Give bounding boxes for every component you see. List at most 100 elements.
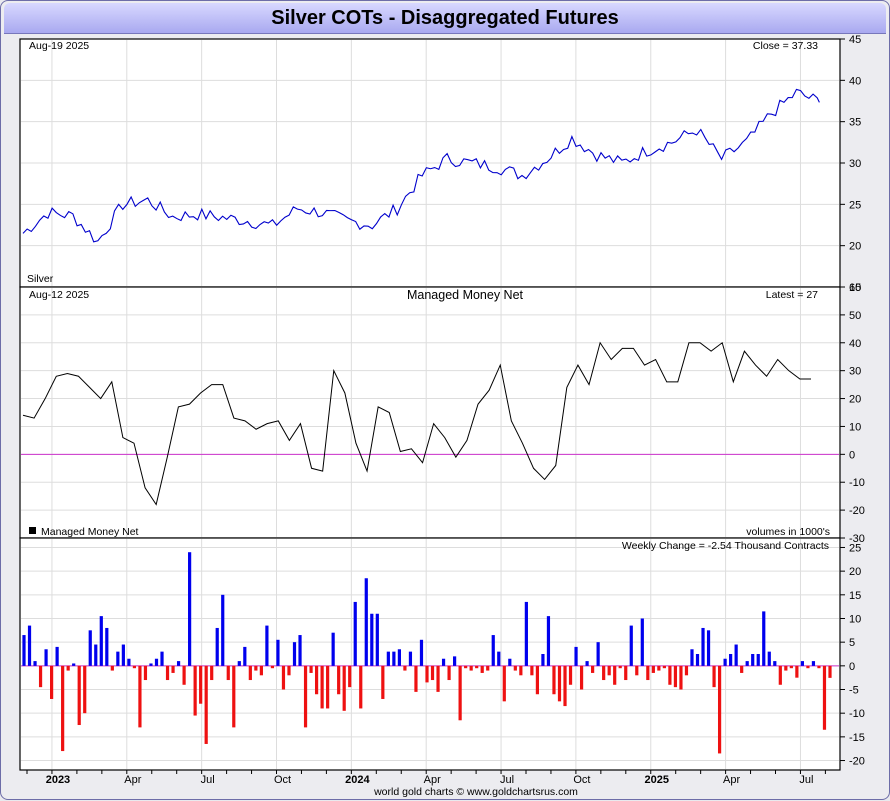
weekly-change-bar	[712, 665, 716, 688]
weekly-change-bar	[568, 665, 573, 685]
weekly-change-bar	[348, 665, 352, 688]
weekly-change-bar	[519, 665, 523, 676]
weekly-change-bar	[265, 625, 269, 666]
weekly-change-bar	[176, 661, 181, 666]
weekly-change-bar	[817, 665, 821, 669]
weekly-change-bar	[596, 642, 600, 666]
weekly-change-bar	[651, 665, 655, 673]
chart-marks	[21, 88, 839, 754]
weekly-change-bar	[298, 635, 302, 666]
y-tick-label: 45	[849, 34, 861, 46]
y-tick-label: 25	[849, 199, 861, 211]
weekly-change-bar	[717, 665, 722, 754]
weekly-change-bar	[646, 665, 650, 681]
y-tick-label: 0	[849, 449, 855, 461]
weekly-change-bar	[557, 665, 562, 702]
weekly-change-bar	[789, 665, 793, 669]
y-tick-label: 15	[849, 282, 861, 294]
price-date-label: Aug-19 2025	[29, 40, 89, 52]
legend-label: Managed Money Net	[41, 526, 139, 538]
weekly-change-bar	[359, 665, 363, 709]
y-tick-label: 5	[849, 637, 855, 649]
weekly-change-bar	[690, 649, 694, 666]
weekly-change-bar	[72, 663, 76, 666]
weekly-change-bar	[486, 665, 490, 671]
weekly-change-bar	[602, 665, 606, 681]
weekly-change-bar	[784, 665, 788, 671]
weekly-change-bar	[756, 654, 760, 666]
weekly-change-bar	[193, 665, 197, 716]
weekly-change-bar	[154, 658, 159, 666]
y-tick-label: 30	[849, 158, 861, 170]
weekly-change-bar	[342, 665, 346, 711]
weekly-change-bar	[292, 642, 297, 666]
weekly-change-bar	[182, 665, 186, 685]
weekly-change-bar	[375, 613, 379, 666]
weekly-change-bar	[563, 665, 567, 707]
weekly-change-bar	[403, 665, 407, 671]
weekly-change-bar	[199, 665, 203, 704]
weekly-change-bar	[419, 639, 424, 666]
weekly-change-bar	[414, 665, 418, 692]
x-tick-label: 2023	[46, 774, 70, 786]
weekly-change-bar	[270, 665, 275, 669]
weekly-change-bar	[441, 658, 446, 666]
weekly-change-bar	[386, 651, 390, 666]
weekly-change-bar	[160, 651, 164, 666]
x-tick-label: Apr	[723, 774, 740, 786]
x-tick-label: 2025	[645, 774, 669, 786]
weekly-change-bar	[22, 635, 26, 666]
weekly-change-bar	[121, 644, 125, 666]
y-tick-label: -5	[849, 685, 859, 697]
net-date-label: Aug-12 2025	[29, 289, 89, 301]
weekly-change-bar	[83, 665, 87, 714]
x-tick-label: Jul	[500, 774, 514, 786]
weekly-change-bar	[105, 627, 109, 666]
weekly-change-bar	[132, 665, 137, 669]
weekly-change-bar	[828, 665, 832, 678]
y-tick-label: 35	[849, 117, 861, 129]
weekly-change-bar	[513, 665, 517, 671]
weekly-change-bar	[541, 654, 545, 666]
x-tick-label: 2024	[345, 774, 370, 786]
weekly-change-bar	[210, 665, 214, 681]
weekly-change-bar	[497, 651, 501, 666]
y-tick-label: 50	[849, 310, 861, 322]
weekly-change-bar	[795, 665, 799, 678]
weekly-change-bar	[453, 656, 457, 666]
weekly-change-bar	[320, 665, 324, 709]
grid-lines	[21, 38, 845, 774]
weekly-change-bar	[226, 665, 230, 681]
weekly-change-bar	[149, 663, 153, 666]
weekly-change-bar	[767, 651, 771, 666]
weekly-change-bar	[800, 661, 804, 666]
y-tick-label: -30	[849, 533, 865, 545]
weekly-change-bar	[751, 654, 755, 666]
weekly-change-bar	[679, 665, 683, 690]
x-tick-label: Jul	[799, 774, 813, 786]
weekly-change-bar	[684, 665, 689, 676]
x-tick-label: Oct	[274, 774, 291, 786]
weekly-change-bar	[221, 594, 225, 666]
weekly-change-bar	[116, 651, 120, 666]
weekly-change-bar	[502, 665, 506, 702]
weekly-change-bar	[276, 639, 280, 666]
weekly-change-bar	[530, 665, 534, 676]
y-tick-label: 20	[849, 566, 861, 578]
y-tick-label: 10	[849, 613, 861, 625]
y-tick-label: 40	[849, 338, 861, 350]
price-close-label: Close = 37.33	[753, 40, 818, 52]
weekly-change-bar	[314, 665, 319, 695]
weekly-change-bar	[778, 665, 782, 685]
weekly-change-bar	[811, 661, 816, 666]
x-tick-label: Apr	[124, 774, 141, 786]
weekly-change-bar	[425, 665, 429, 683]
weekly-change-bar	[480, 665, 484, 673]
weekly-change-bar	[254, 665, 258, 671]
weekly-change-bar	[127, 658, 131, 666]
y-tick-label: 30	[849, 366, 861, 378]
weekly-change-bar	[464, 665, 468, 669]
weekly-change-bar	[204, 665, 208, 744]
weekly-change-bar	[430, 665, 435, 681]
